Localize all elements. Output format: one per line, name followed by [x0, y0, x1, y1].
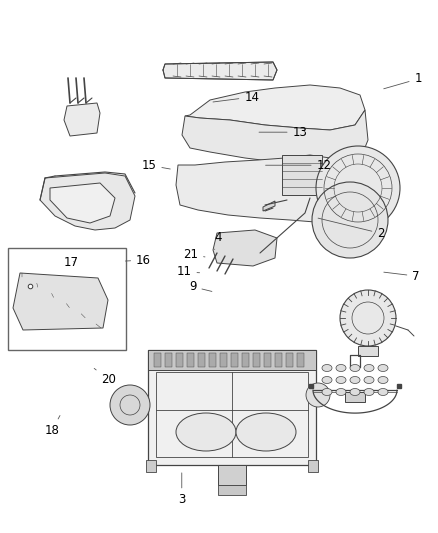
- Polygon shape: [163, 62, 277, 80]
- Ellipse shape: [378, 376, 388, 384]
- Bar: [148, 350, 316, 465]
- Text: 2: 2: [318, 218, 385, 240]
- Bar: [218, 485, 246, 495]
- Text: 13: 13: [259, 126, 307, 139]
- Bar: [154, 353, 161, 367]
- Ellipse shape: [364, 365, 374, 372]
- Ellipse shape: [350, 389, 360, 395]
- Bar: [242, 353, 249, 367]
- Bar: [156, 372, 308, 457]
- Bar: [187, 353, 194, 367]
- Text: 15: 15: [141, 159, 170, 172]
- Text: 3: 3: [178, 473, 185, 506]
- Polygon shape: [282, 155, 322, 195]
- Text: 7: 7: [384, 270, 420, 282]
- Bar: [253, 353, 260, 367]
- Circle shape: [312, 182, 388, 258]
- Bar: [345, 392, 365, 402]
- Ellipse shape: [378, 365, 388, 372]
- Ellipse shape: [176, 413, 236, 451]
- Bar: [165, 353, 172, 367]
- Ellipse shape: [336, 365, 346, 372]
- Bar: [231, 353, 238, 367]
- Bar: [264, 353, 271, 367]
- Circle shape: [316, 146, 400, 230]
- Ellipse shape: [350, 376, 360, 384]
- Ellipse shape: [322, 365, 332, 372]
- Polygon shape: [358, 346, 378, 356]
- Bar: [146, 460, 156, 472]
- Bar: [218, 465, 246, 485]
- Bar: [176, 353, 183, 367]
- Polygon shape: [176, 155, 348, 222]
- Ellipse shape: [378, 389, 388, 395]
- Ellipse shape: [322, 389, 332, 395]
- Text: 4: 4: [214, 231, 222, 249]
- Ellipse shape: [364, 376, 374, 384]
- Bar: [8, 248, 126, 350]
- Polygon shape: [13, 273, 108, 330]
- Ellipse shape: [322, 376, 332, 384]
- Bar: [148, 350, 316, 370]
- Ellipse shape: [350, 365, 360, 372]
- Polygon shape: [213, 230, 277, 266]
- Bar: [198, 353, 205, 367]
- Polygon shape: [64, 103, 100, 136]
- Text: 20: 20: [94, 368, 116, 386]
- Text: 18: 18: [44, 416, 60, 437]
- Polygon shape: [50, 183, 115, 223]
- Bar: [275, 353, 282, 367]
- Text: 1: 1: [384, 72, 422, 89]
- Text: 14: 14: [213, 91, 259, 103]
- Circle shape: [340, 290, 396, 346]
- Polygon shape: [185, 85, 365, 130]
- Bar: [297, 353, 304, 367]
- Bar: [209, 353, 216, 367]
- Ellipse shape: [364, 389, 374, 395]
- Text: 16: 16: [125, 254, 151, 266]
- Ellipse shape: [336, 389, 346, 395]
- Text: 12: 12: [265, 159, 332, 172]
- Text: 21: 21: [183, 248, 205, 261]
- Polygon shape: [40, 173, 135, 230]
- Text: 11: 11: [177, 265, 200, 278]
- Bar: [220, 353, 227, 367]
- Bar: [286, 353, 293, 367]
- Circle shape: [306, 383, 330, 407]
- Polygon shape: [263, 201, 275, 211]
- Ellipse shape: [336, 376, 346, 384]
- Text: 9: 9: [189, 280, 212, 293]
- Circle shape: [110, 385, 150, 425]
- Ellipse shape: [236, 413, 296, 451]
- Text: 17: 17: [64, 256, 78, 269]
- Bar: [308, 460, 318, 472]
- Polygon shape: [182, 110, 368, 168]
